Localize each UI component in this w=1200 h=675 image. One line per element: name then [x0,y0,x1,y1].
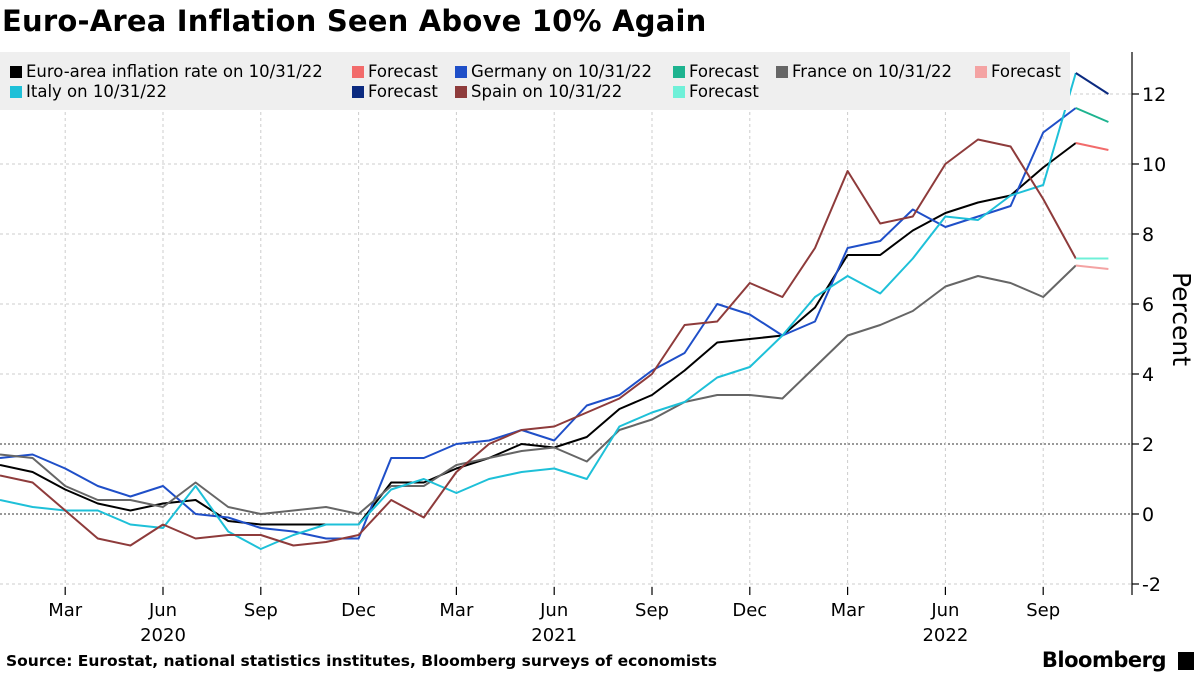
legend-swatch [352,65,364,78]
x-tick-label: Mar [439,600,474,621]
x-tick-label: Jun [148,600,177,621]
series-line-4 [0,138,1077,547]
legend-label: Germany on 10/31/22 [471,62,652,81]
x-year-label: 2022 [922,625,968,646]
legend-item-spain: Spain on 10/31/22 [455,82,622,101]
x-tick-label: Jun [539,600,568,621]
legend-item-italy-forecast: Forecast [352,82,438,101]
legend-label: Euro-area inflation rate on 10/31/22 [26,62,323,81]
x-tick-label: Dec [341,600,376,621]
y-tick-label: 4 [1142,364,1154,386]
y-tick-label: 6 [1142,294,1154,316]
y-tick-label: 8 [1142,224,1154,246]
legend-swatch [673,85,685,98]
x-tick-label: Sep [244,600,278,621]
legend-label: Forecast [689,82,759,101]
legend-label: Forecast [368,62,438,81]
legend-label: France on 10/31/22 [792,62,953,81]
x-tick-label: Sep [1026,600,1060,621]
x-year-label: 2021 [531,625,577,646]
legend-item-germany-forecast: Forecast [673,62,759,81]
legend-swatch [673,65,685,78]
legend-swatch [455,85,467,98]
legend-swatch [10,85,22,98]
x-year-label: 2020 [140,625,186,646]
legend-item-euro: Euro-area inflation rate on 10/31/22 [10,62,323,81]
series-line-2 [0,264,1077,515]
legend-item-italy: Italy on 10/31/22 [10,82,167,101]
x-tick-label: Mar [831,600,866,621]
legend-item-france: France on 10/31/22 [776,62,952,81]
series-line-3 [0,72,1077,550]
legend-item-euro-forecast: Forecast [352,62,438,81]
legend-label: Spain on 10/31/22 [471,82,623,101]
legend-swatch [975,65,987,78]
chart-title: Euro-Area Inflation Seen Above 10% Again [2,4,707,38]
y-tick-label: 2 [1142,434,1154,456]
legend-label: Italy on 10/31/22 [26,82,167,101]
x-tick-label: Sep [635,600,669,621]
series-line-0 [0,142,1077,526]
bloomberg-logo: Bloomberg [1041,648,1167,672]
legend-item-spain-forecast: Forecast [673,82,759,101]
x-tick-label: Mar [48,600,83,621]
legend-swatch [352,85,364,98]
forecast-line-1 [1075,107,1109,123]
forecast-line-3 [1075,72,1109,95]
y-tick-label: -2 [1142,574,1161,596]
legend-label: Forecast [689,62,759,81]
legend-swatch [455,65,467,78]
x-tick-label: Dec [732,600,767,621]
legend-label: Forecast [991,62,1061,81]
y-tick-label: 10 [1142,154,1166,176]
source-note: Source: Eurostat, national statistics in… [6,652,718,670]
bloomberg-chart-icon [1178,652,1194,670]
legend-label: Forecast [368,82,438,101]
x-tick-label: Jun [930,600,959,621]
legend-swatch [776,65,788,78]
y-tick-label: 12 [1142,84,1166,106]
legend-item-france-forecast: Forecast [975,62,1061,81]
legend-swatch [10,65,22,78]
legend-item-germany: Germany on 10/31/22 [455,62,652,81]
forecast-line-2 [1075,264,1109,270]
y-tick-label: 0 [1142,504,1154,526]
forecast-line-0 [1075,142,1109,151]
y-axis-label: Percent [1166,272,1196,367]
series-line-1 [0,107,1077,540]
legend: Euro-area inflation rate on 10/31/22 For… [0,52,1070,110]
